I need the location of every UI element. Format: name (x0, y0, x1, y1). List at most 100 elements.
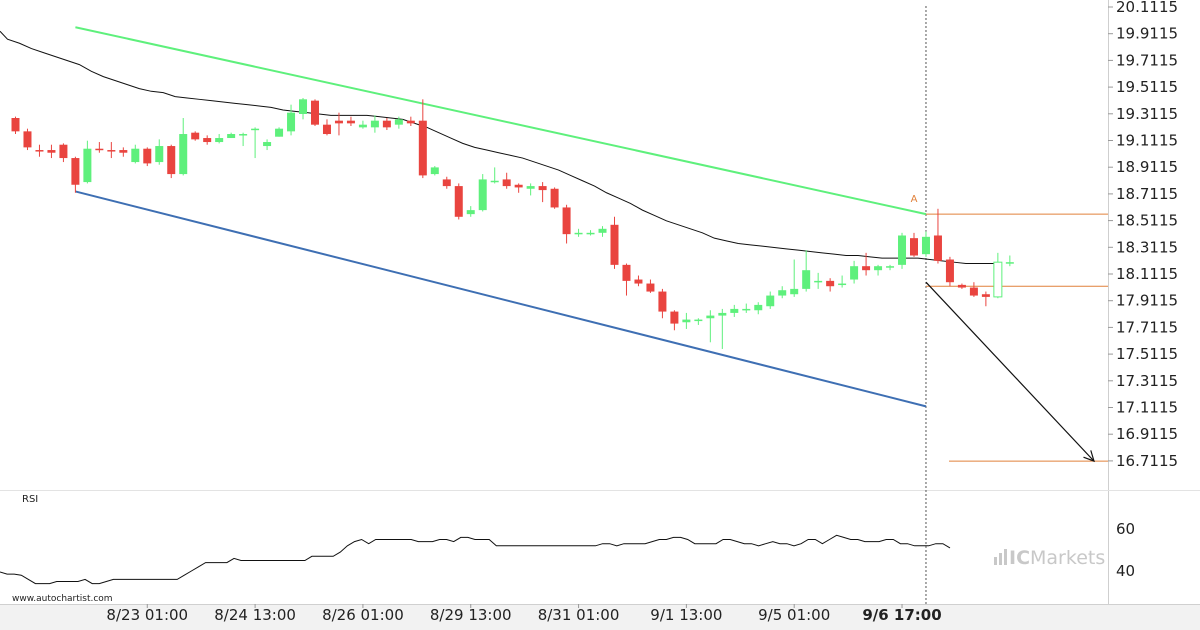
candle-body (981, 294, 990, 297)
candle-body (850, 266, 859, 280)
candle (311, 99, 319, 127)
candle (442, 176, 451, 189)
candle-body (718, 312, 727, 316)
candle (646, 279, 655, 293)
candle (227, 132, 236, 139)
candle (826, 278, 835, 292)
candle-body (107, 150, 116, 152)
candle (215, 134, 224, 144)
time-tick-label: 8/23 01:00 (106, 606, 188, 624)
candle (502, 172, 511, 189)
candle (682, 312, 691, 329)
candle-body (382, 120, 391, 128)
candle (370, 115, 379, 133)
price-tick-label: 17.5115 (1116, 345, 1178, 363)
candle-body (287, 112, 296, 132)
candle (898, 232, 907, 269)
candle-body (634, 279, 643, 284)
candle (658, 288, 667, 319)
candle-body (322, 124, 331, 135)
time-tick-label: 9/1 13:00 (650, 606, 722, 624)
candle (598, 226, 607, 237)
candle (430, 166, 439, 176)
candle (155, 139, 164, 165)
candle-body (406, 120, 415, 124)
svg-text:ICMarkets: ICMarkets (1009, 547, 1105, 569)
candle (610, 216, 619, 269)
candle-body (346, 120, 355, 124)
candle-body (131, 148, 140, 163)
price-tick-label: 19.3115 (1116, 105, 1178, 123)
candle (191, 131, 200, 141)
candle-body (969, 287, 978, 296)
candle (814, 272, 823, 289)
price-tick-label: 18.9115 (1116, 158, 1178, 176)
candle (526, 183, 535, 196)
candle (322, 119, 331, 136)
candle-body (490, 180, 499, 183)
candle-body (790, 288, 799, 295)
candle (862, 252, 871, 276)
candle (562, 204, 571, 244)
time-tick-label: 8/26 01:00 (322, 606, 404, 624)
candle-body (706, 315, 715, 319)
candle-body (466, 210, 475, 215)
candle-body (802, 270, 811, 289)
candle (1005, 255, 1014, 267)
candle-body (191, 132, 200, 140)
candle (167, 144, 176, 179)
resistance-line (75, 26, 927, 216)
candle-body (586, 232, 595, 235)
candle (287, 104, 296, 136)
candle (95, 142, 104, 153)
candle (251, 127, 260, 159)
price-tick-label: 17.3115 (1116, 372, 1178, 390)
candle-body (778, 290, 787, 296)
candle (107, 142, 116, 159)
candle-body (23, 131, 32, 148)
candle (83, 140, 92, 184)
brand-logo: ICMarkets (994, 547, 1105, 569)
candle-body (993, 261, 1003, 298)
candle-body (155, 146, 164, 163)
candle (574, 228, 583, 237)
candle-body (862, 266, 871, 271)
price-tick-label: 18.1115 (1116, 265, 1178, 283)
candle-body (394, 119, 403, 125)
candle (622, 263, 631, 296)
candle-body (562, 207, 571, 235)
candle-body (826, 280, 835, 287)
candle-body (1005, 262, 1014, 264)
rsi-tick-label: 60 (1116, 520, 1135, 538)
candle (790, 259, 799, 297)
candle-body (550, 188, 559, 208)
candle-body (646, 283, 655, 292)
candle (143, 147, 152, 167)
candle-body (418, 120, 427, 176)
price-tick-label: 18.7115 (1116, 185, 1178, 203)
price-tick-label: 18.5115 (1116, 212, 1178, 230)
candle (730, 304, 739, 317)
candle-body (886, 266, 895, 268)
candle-body (239, 134, 248, 136)
candle-body (454, 186, 463, 217)
candle (945, 256, 954, 287)
candle (71, 156, 80, 193)
candle (59, 143, 68, 163)
candle-body (945, 259, 954, 283)
candle-body (838, 283, 847, 286)
time-tick-label: 8/24 13:00 (214, 606, 296, 624)
candle (334, 112, 343, 136)
price-axis: 20.1115 19.9115 19.7115 19.5115 19.3115 19.11… (1108, 0, 1178, 470)
price-tick-label: 16.9115 (1116, 425, 1178, 443)
candle-body (358, 124, 367, 128)
candle (778, 286, 787, 299)
rsi-tick-label: 40 (1116, 562, 1135, 580)
candle (921, 231, 930, 257)
candle-body (334, 120, 343, 124)
time-tick-label: 8/29 13:00 (430, 606, 512, 624)
price-tick-label: 16.7115 (1116, 452, 1178, 470)
candle (850, 260, 859, 284)
